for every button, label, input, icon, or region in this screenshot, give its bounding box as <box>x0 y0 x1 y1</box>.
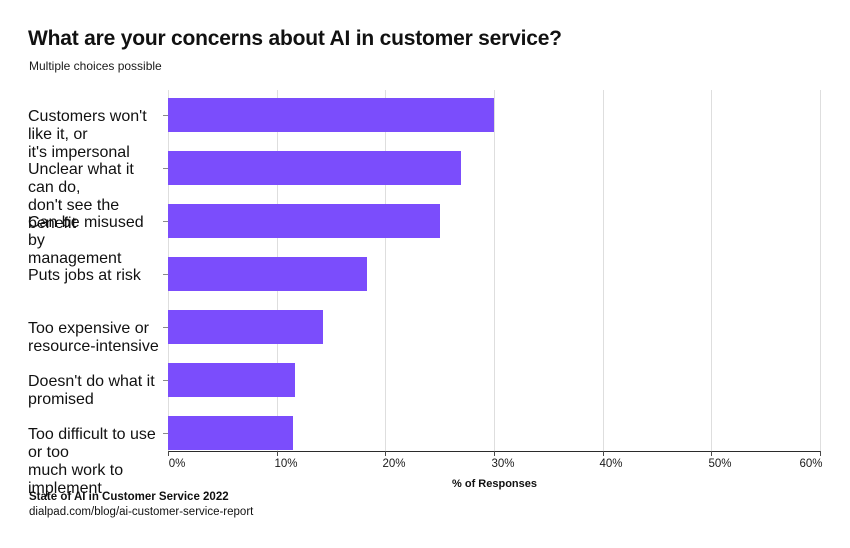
category-label-line: Doesn't do what it promised <box>28 373 155 408</box>
y-tick-5 <box>163 380 168 381</box>
y-tick-4 <box>163 327 168 328</box>
category-label-line: Unclear what it can do, <box>28 161 134 196</box>
plot-area <box>168 90 821 451</box>
gridline-30 <box>494 90 495 451</box>
x-tick-5 <box>711 451 713 456</box>
x-axis-label-0: 0% <box>168 458 186 470</box>
category-label-line: it's impersonal <box>28 144 130 161</box>
x-tick-3 <box>494 451 495 456</box>
bar-0[interactable] <box>168 98 494 132</box>
footer-url[interactable]: dialpad.com/blog/ai-customer-service-rep… <box>29 506 254 518</box>
category-label-2: Can be misused by management <box>28 214 162 268</box>
gridline-60 <box>820 90 821 451</box>
footer-source: State of AI in Customer Service 2022 <box>29 491 229 503</box>
category-label-line: Can be misused by <box>28 214 144 249</box>
y-tick-1 <box>163 168 168 169</box>
bar-6[interactable] <box>168 416 293 450</box>
bar-5[interactable] <box>168 363 296 397</box>
bar-2[interactable] <box>168 204 440 238</box>
page-title: What are your concerns about AI in custo… <box>28 27 562 50</box>
x-tick-6 <box>820 451 821 456</box>
category-label-line: much work to implement <box>28 462 124 497</box>
category-label-line: management <box>28 250 122 267</box>
bar-3[interactable] <box>168 257 367 291</box>
category-label-5: Doesn't do what it promised <box>28 373 173 409</box>
category-label-line: Customers won't like it, or <box>28 108 147 143</box>
x-tick-4 <box>602 451 604 456</box>
category-label-line: Too difficult to use or too <box>28 426 156 461</box>
x-axis-label-4: 40% <box>599 458 623 470</box>
category-label-line: don't see the benefit <box>28 197 120 232</box>
x-axis-label-5: 50% <box>708 458 732 470</box>
x-axis-label-1: 10% <box>274 458 298 470</box>
category-label-0: Customers won't like it, or it's imperso… <box>28 108 162 162</box>
category-label-1: Unclear what it can do, don't see the be… <box>28 161 162 233</box>
x-axis-label-2: 20% <box>382 458 406 470</box>
x-axis-label-6: 60% <box>799 458 823 470</box>
category-label-6: Too difficult to use or too much work to… <box>28 426 162 498</box>
category-label-3: Puts jobs at risk <box>28 267 162 285</box>
chart-subtitle: Multiple choices possible <box>29 59 162 73</box>
category-label-line: Puts jobs at risk <box>28 267 141 284</box>
x-tick-1 <box>276 451 278 456</box>
x-tick-0 <box>168 451 169 456</box>
x-tick-2 <box>385 451 387 456</box>
gridline-20 <box>385 90 387 451</box>
x-axis-title: % of Responses <box>452 478 537 490</box>
bar-1[interactable] <box>168 151 462 185</box>
gridline-40 <box>602 90 604 451</box>
y-tick-0 <box>163 115 168 116</box>
y-tick-3 <box>163 274 168 275</box>
category-label-line: Too expensive or <box>28 320 149 337</box>
category-label-line: resource-intensive <box>28 338 159 355</box>
category-label-4: Too expensive or resource-intensive <box>28 320 162 356</box>
gridline-50 <box>711 90 713 451</box>
bar-4[interactable] <box>168 310 324 344</box>
y-tick-2 <box>163 221 168 222</box>
y-tick-6 <box>163 433 168 434</box>
x-axis-label-3: 30% <box>491 458 515 470</box>
